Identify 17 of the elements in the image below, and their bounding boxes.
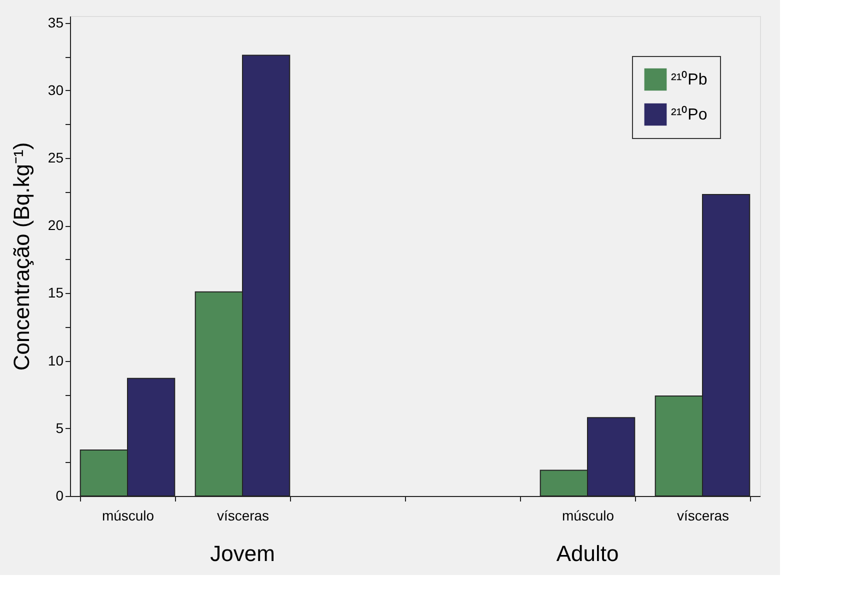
y-tick-label: 5 [56, 420, 64, 436]
text: Jovem [210, 541, 275, 566]
y-tick-label: 25 [48, 149, 64, 166]
y-axis-title: Concentração (Bq.kg⁻¹) [8, 142, 34, 371]
x-tick-label: vísceras [216, 508, 270, 524]
y-tick-label: 15 [48, 284, 64, 301]
y-tick-label: 20 [48, 217, 64, 234]
y-tick-label: 0 [56, 488, 64, 504]
legend-label: ²¹⁰Po [671, 106, 708, 124]
x-tick-label: músculo [102, 508, 154, 524]
y-tick-label: 35 [48, 14, 64, 30]
text: Adulto [556, 541, 619, 566]
legend-label: ²¹⁰Pb [671, 70, 708, 88]
y-tick-label: 30 [48, 82, 64, 98]
x-tick-label: vísceras [676, 508, 730, 524]
x-tick-label: músculo [562, 508, 614, 524]
y-tick-label: 10 [48, 352, 64, 368]
